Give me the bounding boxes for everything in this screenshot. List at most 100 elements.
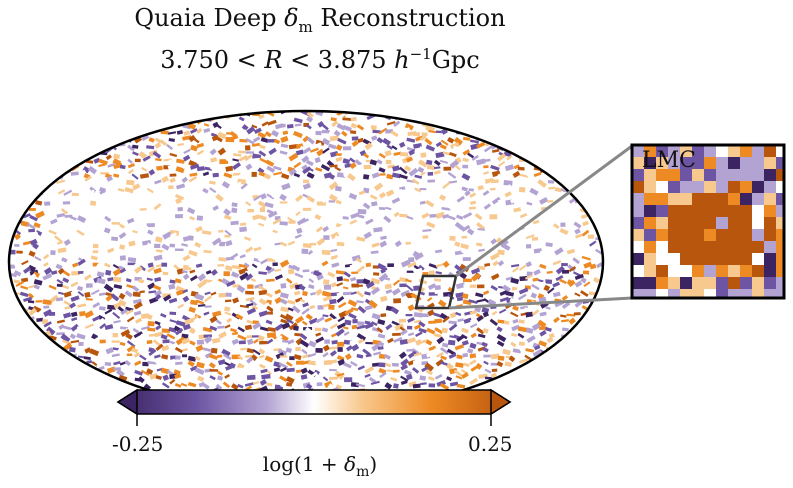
map-pixel <box>442 181 451 190</box>
map-pixel <box>574 280 583 288</box>
map-pixel <box>32 242 40 250</box>
map-pixel <box>201 230 212 236</box>
map-pixel <box>470 143 480 150</box>
map-pixel <box>505 326 511 331</box>
map-pixel <box>391 172 401 179</box>
map-pixel <box>428 270 435 276</box>
map-pixel <box>587 192 596 197</box>
map-pixel <box>90 337 99 344</box>
map-pixel <box>217 144 224 150</box>
map-pixel <box>261 373 271 380</box>
map-pixel <box>426 159 433 166</box>
map-pixel <box>435 130 442 134</box>
map-pixel <box>433 278 442 282</box>
map-pixel <box>280 173 290 180</box>
map-pixel <box>266 193 275 200</box>
map-pixel <box>574 292 581 297</box>
map-pixel <box>554 391 562 398</box>
mollweide-sky-map <box>7 109 605 415</box>
map-pixel <box>84 409 92 413</box>
map-pixel <box>274 206 283 214</box>
map-pixel <box>462 352 469 358</box>
map-pixel <box>470 267 481 275</box>
map-pixel <box>309 304 316 310</box>
map-pixel <box>28 158 36 165</box>
map-pixel <box>247 284 254 289</box>
map-pixel <box>461 186 468 192</box>
map-pixel <box>279 292 289 299</box>
map-pixel <box>194 326 203 333</box>
map-pixel <box>113 319 121 324</box>
map-pixel <box>288 322 298 331</box>
map-pixel <box>85 298 93 301</box>
inset-pixel <box>656 217 668 229</box>
map-pixel <box>79 388 88 394</box>
map-pixel <box>48 260 57 268</box>
map-pixel <box>56 122 67 129</box>
range-lower: 3.750 < <box>160 46 265 74</box>
map-pixel <box>454 344 464 351</box>
map-pixel <box>48 144 58 153</box>
map-pixel <box>279 201 288 204</box>
map-pixel <box>58 389 65 392</box>
map-pixel <box>46 326 56 336</box>
inset-pixel <box>680 241 692 253</box>
map-pixel <box>175 214 184 219</box>
map-pixel <box>155 158 162 162</box>
map-pixel <box>110 293 120 302</box>
map-pixel <box>387 337 394 344</box>
map-pixel <box>526 209 535 217</box>
map-pixel <box>57 153 63 157</box>
map-pixel <box>139 173 150 179</box>
map-pixel <box>378 223 385 228</box>
map-pixel <box>546 222 554 227</box>
map-pixel <box>294 272 304 279</box>
inset-pixel <box>704 145 716 157</box>
map-pixel <box>596 351 603 359</box>
map-pixel <box>119 223 126 229</box>
map-pixel <box>23 296 33 303</box>
map-pixel <box>239 226 247 233</box>
map-pixel <box>469 200 477 206</box>
map-pixel <box>132 144 139 149</box>
map-pixel <box>119 361 127 366</box>
map-pixel <box>427 179 436 183</box>
map-pixel <box>545 401 553 408</box>
map-pixel <box>568 407 577 413</box>
map-pixel <box>162 117 168 121</box>
map-pixel <box>93 380 102 388</box>
map-pixel <box>462 293 469 299</box>
map-pixel <box>259 354 265 359</box>
map-pixel <box>84 310 94 319</box>
inset-pixel <box>680 181 692 193</box>
map-pixel <box>532 400 543 408</box>
map-pixel <box>50 270 58 275</box>
map-pixel <box>405 241 412 245</box>
map-pixel <box>288 252 297 259</box>
map-pixel <box>169 243 176 248</box>
map-pixel <box>98 332 106 339</box>
map-pixel <box>96 382 105 390</box>
map-pixel <box>350 291 358 295</box>
map-pixel <box>510 311 519 318</box>
map-pixel <box>124 229 133 235</box>
map-pixel <box>385 289 393 294</box>
map-pixel <box>113 361 121 366</box>
inset-pixel <box>728 205 740 217</box>
map-pixel <box>363 152 370 159</box>
map-pixel <box>254 161 261 168</box>
map-pixel <box>181 176 188 184</box>
map-pixel <box>224 311 232 316</box>
map-pixel <box>335 144 343 151</box>
map-pixel <box>183 148 191 155</box>
map-pixel <box>454 164 461 171</box>
map-pixel <box>547 199 554 204</box>
map-pixel <box>287 339 295 345</box>
map-pixel <box>223 122 233 130</box>
map-pixel <box>406 137 416 143</box>
map-pixel <box>224 265 233 271</box>
map-pixel <box>413 131 421 137</box>
map-pixel <box>41 389 49 396</box>
map-pixel <box>531 368 540 376</box>
map-pixel <box>233 292 241 299</box>
